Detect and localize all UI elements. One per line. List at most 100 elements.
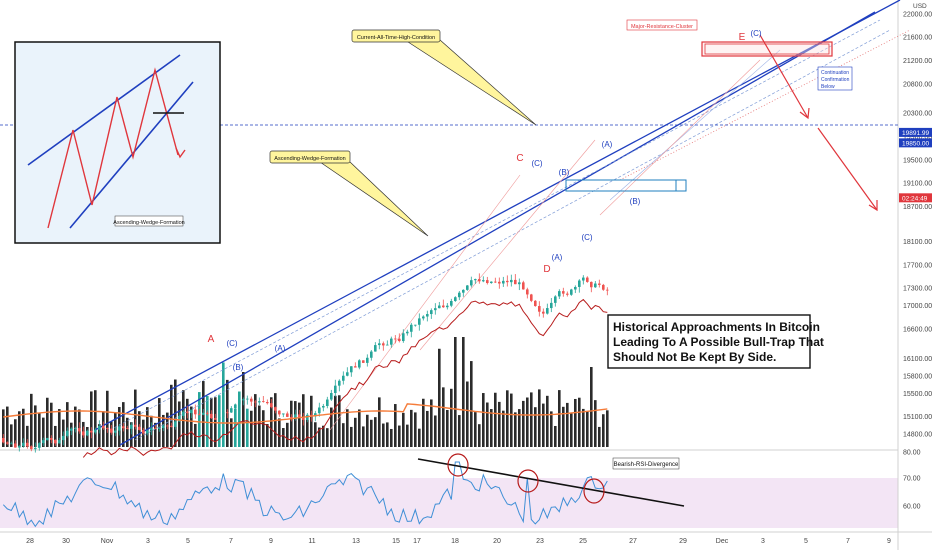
volume-bar [394, 404, 397, 447]
volume-bar [42, 417, 45, 447]
volume-bar [178, 401, 181, 447]
candle-body [286, 413, 289, 417]
volume-bar [182, 390, 185, 447]
volume-bar [374, 417, 377, 447]
callout-ath-text: Current-All-Time-High-Condition [357, 35, 435, 41]
red-thin-projection [599, 59, 761, 216]
volume-bar [410, 409, 413, 447]
volume-bar [354, 417, 357, 447]
candle-body [270, 403, 273, 408]
candle-body [14, 443, 17, 448]
wave-labels: A (C) (B) (A) C (C) (B) (A) D (C) (A) (B… [208, 29, 762, 372]
wave-label: A [208, 334, 215, 345]
candle-body [410, 324, 413, 332]
inset-box [14, 41, 221, 244]
candle-body [382, 343, 385, 346]
time-tick-label: 5 [804, 538, 808, 545]
candle-body [586, 277, 589, 282]
volume-bar [514, 412, 517, 447]
candle-body [394, 338, 397, 340]
volume-bar [478, 424, 481, 447]
candle-body [374, 345, 377, 352]
candle-body [482, 280, 485, 282]
volume-bar [130, 422, 133, 447]
candle-body [150, 428, 153, 431]
volume-bar [450, 388, 453, 447]
wedge-lines [94, 0, 911, 446]
rsi-divergence-line [417, 458, 685, 507]
candle-body [514, 279, 517, 285]
candle-body [250, 398, 253, 402]
volume-bar [258, 405, 261, 447]
volume-bar [34, 405, 37, 447]
price-tick-label: 15500.00 [903, 391, 932, 398]
inset-arrow-head [175, 147, 186, 159]
candle-body [354, 366, 357, 368]
candle-body [90, 430, 93, 433]
inset-lower-line [69, 81, 194, 229]
candle-body [182, 411, 185, 416]
candle-body [542, 311, 545, 314]
candle-body [350, 366, 353, 373]
arrow-drop-1-head [799, 107, 810, 120]
volume-bar [398, 425, 401, 447]
candle-body [338, 380, 341, 386]
volume-bar [254, 394, 257, 447]
price-tick-label: 19100.00 [903, 181, 932, 188]
volume-bar [38, 412, 41, 447]
volume-bar [498, 401, 501, 447]
price-tick-label: 15800.00 [903, 373, 932, 380]
volume-bar [558, 390, 561, 447]
candle-body [18, 445, 21, 448]
candle-body [558, 291, 561, 297]
time-tick-label: 11 [308, 538, 315, 545]
candle-body [202, 412, 205, 415]
candle-body [54, 439, 57, 444]
candle-body [518, 282, 521, 285]
price-tick-label: 16600.00 [903, 327, 932, 334]
candle-body [142, 429, 145, 434]
candle-body [598, 283, 601, 285]
volume-bar [278, 418, 281, 447]
candle-body [154, 428, 157, 430]
time-tick-label: 29 [679, 538, 687, 545]
candle-body [522, 282, 525, 290]
volume-bar [414, 412, 417, 447]
volume-bar [222, 362, 225, 447]
volume-bar [322, 425, 325, 447]
candle-body [26, 442, 29, 447]
volume-bar [590, 367, 593, 447]
volume-bar [490, 409, 493, 447]
callout-wedge: Ascending-Wedge-Formation [269, 150, 429, 237]
candle-body [22, 442, 25, 446]
candle-body [314, 413, 317, 417]
volume-bar [326, 428, 329, 447]
price-tick-label: 17300.00 [903, 286, 932, 293]
candle-body [258, 401, 261, 403]
volume-bar [390, 428, 393, 447]
rsi-label: Bearish-RSI-Divergence [614, 462, 679, 468]
price-axis: 22000.00 21600.00 21200.00 20800.00 20300.00… [903, 11, 932, 438]
candle-body [98, 425, 101, 430]
volume-bar [30, 393, 33, 447]
candle-body [122, 426, 125, 429]
candle-body [262, 401, 265, 403]
candle-body [10, 443, 13, 445]
candle-body [194, 409, 197, 415]
candle-body [486, 280, 489, 284]
callout-wedge-box [269, 150, 351, 164]
candle-body [94, 429, 97, 433]
volume-bar [298, 402, 301, 447]
candle-body [498, 281, 501, 284]
wedge-upper-line [94, 0, 901, 431]
volume-bar [230, 418, 233, 447]
candle-body [562, 291, 565, 294]
volume-bar [578, 397, 581, 447]
volume-bar [382, 423, 385, 447]
time-tick-label: 9 [887, 538, 891, 545]
volume-bar [594, 400, 597, 447]
volume-bar [430, 399, 433, 447]
candle-body [282, 413, 285, 415]
callout-wedge-text: Ascending-Wedge-Formation [274, 156, 345, 162]
continuation-line-2: Confirmation [821, 77, 850, 83]
